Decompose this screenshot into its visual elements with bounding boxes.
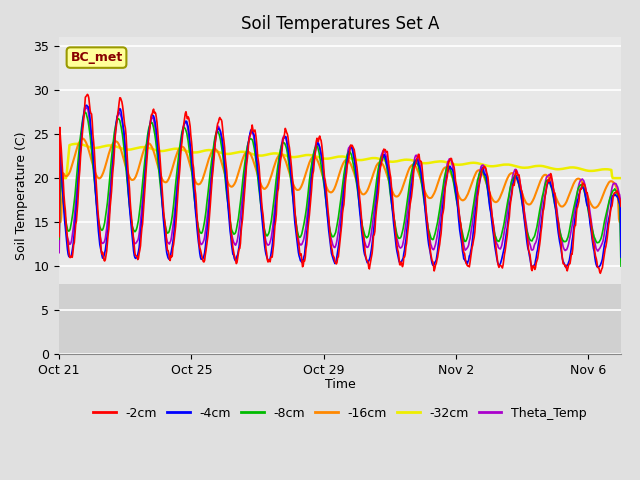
Legend: -2cm, -4cm, -8cm, -16cm, -32cm, Theta_Temp: -2cm, -4cm, -8cm, -16cm, -32cm, Theta_Te…	[88, 402, 592, 424]
Text: BC_met: BC_met	[70, 51, 123, 64]
X-axis label: Time: Time	[324, 378, 355, 391]
Title: Soil Temperatures Set A: Soil Temperatures Set A	[241, 15, 439, 33]
Bar	[59, 284, 621, 354]
Y-axis label: Soil Temperature (C): Soil Temperature (C)	[15, 132, 28, 260]
